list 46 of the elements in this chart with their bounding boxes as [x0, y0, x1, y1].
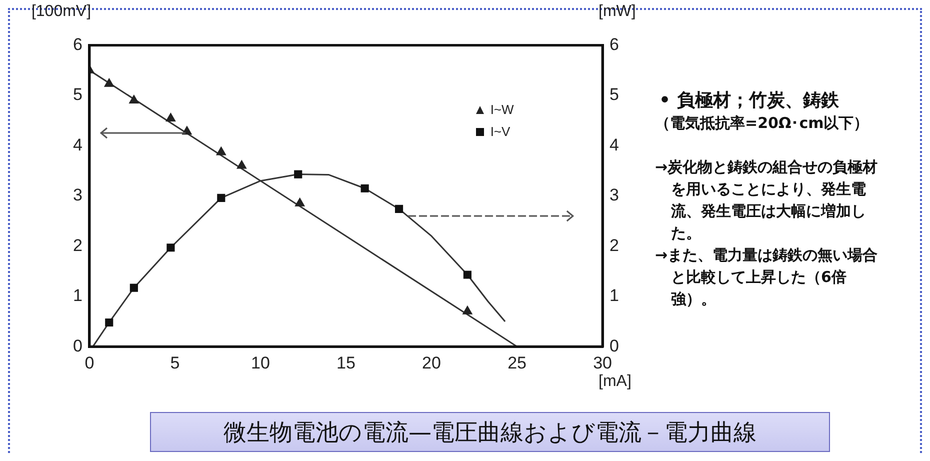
point: [294, 170, 302, 178]
y-tick-label: 5: [72, 85, 82, 104]
y-tick-label: 6: [72, 34, 82, 54]
text: （電気抵抗率=20Ω･cm以下）: [655, 113, 870, 134]
text: →炭化物と鋳鉄の組合せの負極材を用いることにより、発生電流、発生電圧は大幅に増加した。: [655, 157, 879, 244]
x-tick-label: 25: [508, 353, 526, 372]
x-tick-label: 0: [84, 353, 94, 372]
y-tick-label: 4: [72, 135, 82, 154]
point: [130, 284, 138, 292]
point: [105, 318, 114, 327]
x-tick-label: 30: [593, 353, 612, 372]
y2-tick-label: 0: [610, 336, 620, 356]
x-tick-label: 5: [170, 353, 180, 372]
y2-tick-label: 2: [610, 236, 620, 255]
y2-tick-label: 1: [610, 286, 620, 306]
point: [166, 113, 176, 122]
x-tick-label: 10: [251, 353, 270, 372]
legend-label: I~V: [490, 123, 510, 142]
y2-axis-title: [mW]: [598, 3, 636, 22]
point: [394, 204, 404, 213]
y2-tick-label: 6: [610, 34, 620, 54]
y2-tick-label: 4: [610, 135, 620, 154]
point: [236, 160, 246, 169]
point: [360, 184, 369, 192]
point: [217, 194, 226, 202]
y-axis-title: [100mV]: [31, 3, 92, 22]
y2-tick-label: 5: [610, 85, 620, 104]
x-axis-title: [mA]: [598, 372, 632, 391]
text: 微生物電池の電流—電圧曲線および電流－電力曲線: [150, 412, 830, 452]
point: [462, 306, 472, 314]
x-tick-label: 15: [336, 353, 356, 372]
text: →また、電力量は鋳鉄の無い場合と比較して上昇した（6倍強）。: [655, 245, 879, 310]
point: [216, 146, 226, 156]
y-tick-label: 0: [72, 336, 82, 356]
point: [166, 244, 175, 252]
point: [104, 78, 114, 87]
x-tick-label: 20: [422, 353, 441, 372]
point: [463, 270, 472, 279]
legend-label: I~W: [490, 101, 514, 120]
point: [129, 94, 139, 104]
y-tick-label: 2: [72, 236, 82, 255]
y-tick-label: 1: [72, 286, 82, 306]
text: • 負極材；竹炭、鋳鉄: [658, 90, 840, 112]
point: [294, 198, 305, 206]
y2-tick-label: 3: [610, 186, 620, 205]
y-tick-label: 3: [72, 186, 82, 205]
